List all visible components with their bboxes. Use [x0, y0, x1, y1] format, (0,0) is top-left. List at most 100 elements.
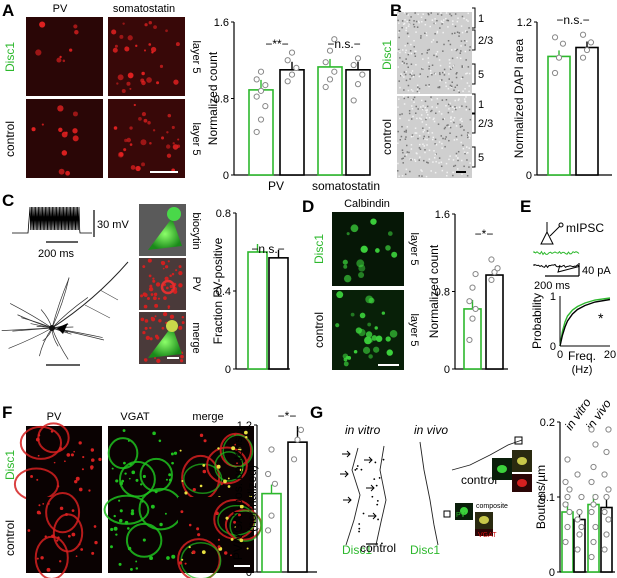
panel-b-point	[551, 34, 559, 41]
dapi-speck	[401, 113, 403, 115]
f-puncta	[217, 447, 220, 450]
dapi-speck	[452, 159, 455, 161]
dapi-speck	[424, 100, 427, 103]
dapi-speck	[435, 112, 437, 115]
dapi-speck	[435, 143, 438, 146]
dapi-speck	[432, 118, 435, 121]
panel-a-point	[288, 49, 296, 56]
cell-dot	[167, 113, 172, 118]
dapi-speck	[421, 108, 424, 111]
f-soma-outline	[217, 504, 256, 536]
dendrite-invivo-control	[451, 439, 523, 471]
bouton-arrow	[364, 456, 373, 464]
panel-a-point	[326, 47, 334, 54]
dapi-speck	[465, 73, 467, 75]
panel-g-point	[588, 426, 595, 433]
cell-dot	[111, 29, 117, 35]
dapi-speck	[458, 35, 460, 37]
panel-a-ylabel: Normalized count	[206, 51, 220, 145]
dapi-speck	[440, 14, 443, 16]
dapi-speck	[455, 49, 458, 52]
dapi-speck	[421, 121, 424, 123]
dapi-speck	[428, 48, 430, 51]
dapi-speck	[463, 98, 466, 100]
cell-dot	[114, 44, 118, 48]
dapi-speck	[402, 157, 404, 160]
dapi-speck	[418, 159, 421, 161]
dapi-speck	[464, 30, 467, 32]
calbindin-cell	[375, 335, 383, 342]
panel-f-col-vgat: VGAT	[120, 411, 149, 423]
dapi-speck	[445, 136, 447, 138]
dapi-speck	[428, 149, 431, 152]
dapi-speck	[443, 127, 446, 130]
dapi-speck	[414, 55, 417, 57]
dapi-speck	[407, 89, 410, 92]
dapi-speck	[436, 41, 438, 43]
f-puncta	[159, 522, 163, 527]
dapi-speck	[466, 31, 468, 33]
dapi-speck	[433, 120, 436, 123]
merge-puncta	[140, 317, 145, 322]
dapi-speck	[429, 25, 431, 28]
dapi-speck	[454, 32, 456, 34]
dapi-speck	[431, 19, 434, 21]
dapi-speck	[405, 129, 407, 132]
panel-e-ytick-label: 1	[550, 291, 556, 303]
bouton-arrow	[342, 450, 351, 458]
panel-g-point	[562, 538, 569, 546]
cell-dot	[59, 55, 62, 59]
inset-pv-spot	[460, 507, 468, 515]
dapi-speck	[405, 70, 407, 73]
cell-dot	[148, 20, 152, 25]
dapi-speck	[466, 134, 469, 136]
panel-g-point	[592, 441, 599, 448]
panel-a-point	[322, 83, 329, 91]
panel-g-composite: composite	[476, 503, 508, 510]
dapi-speck	[420, 118, 422, 120]
pv-puncta	[164, 276, 169, 281]
dapi-speck	[412, 23, 415, 26]
dapi-speck	[414, 50, 416, 53]
dapi-speck	[443, 118, 445, 120]
panel-c-ytick-label: 0.4	[216, 286, 231, 298]
dapi-speck	[410, 52, 413, 55]
f-puncta	[42, 503, 45, 505]
f-soma-outline	[206, 446, 248, 485]
cell-dot	[130, 165, 136, 170]
dapi-speck	[451, 32, 454, 35]
dapi-speck	[464, 50, 467, 53]
f-puncta	[50, 430, 54, 433]
merge-puncta	[154, 334, 159, 339]
panel-a-row-control: control	[3, 121, 17, 157]
dapi-speck	[398, 175, 400, 178]
dapi-speck	[465, 105, 468, 108]
f-puncta	[67, 534, 71, 538]
dapi-speck	[453, 107, 456, 110]
panel-g-point	[588, 508, 595, 516]
dapi-speck	[428, 65, 431, 68]
dapi-speck	[421, 175, 423, 177]
cell-dot	[166, 131, 169, 134]
panel-b-ytick-label: 0	[526, 170, 532, 182]
cell-dot	[176, 144, 181, 148]
dapi-speck	[441, 142, 443, 145]
dapi-speck	[459, 119, 462, 121]
layer-label: 5	[478, 69, 484, 81]
panel-d-side-2: layer 5	[408, 313, 420, 346]
dapi-speck	[436, 30, 439, 33]
f-puncta	[64, 460, 66, 463]
dapi-speck	[431, 138, 434, 141]
f-puncta	[199, 433, 204, 438]
cell-dot	[58, 168, 65, 175]
dapi-speck	[450, 117, 452, 120]
f-puncta	[130, 511, 135, 516]
dapi-speck	[411, 134, 414, 136]
dapi-speck	[440, 161, 443, 164]
dapi-speck	[466, 151, 469, 154]
trace-control	[533, 263, 580, 273]
pv-puncta	[163, 296, 167, 300]
dapi-speck	[405, 154, 408, 156]
dapi-speck	[403, 76, 405, 78]
